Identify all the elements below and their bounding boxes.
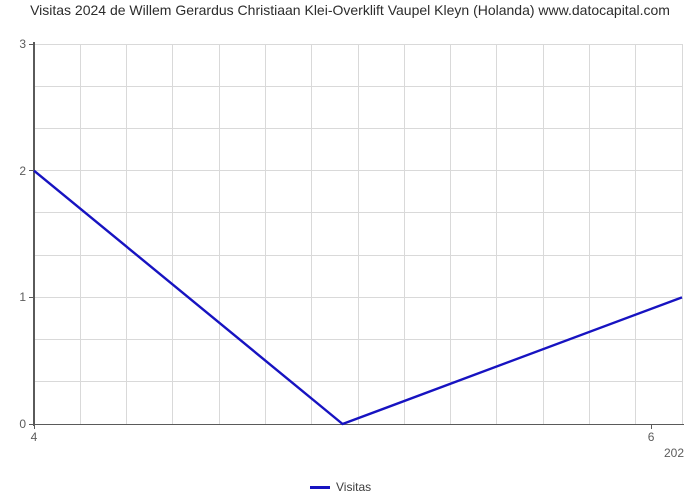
x-tick-label: 6 [648, 430, 655, 444]
legend: Visitas [310, 480, 371, 494]
legend-label: Visitas [336, 480, 371, 494]
chart-title: Visitas 2024 de Willem Gerardus Christia… [0, 2, 700, 20]
chart-root: Visitas 2024 de Willem Gerardus Christia… [0, 0, 700, 500]
y-tick-label: 3 [19, 37, 26, 51]
plot-area [34, 44, 682, 424]
x-secondary-label: 202 [664, 446, 684, 460]
x-tick-mark [34, 424, 35, 429]
line-layer [34, 44, 682, 424]
y-tick-label: 2 [19, 164, 26, 178]
x-tick-mark [651, 424, 652, 429]
legend-swatch [310, 486, 330, 489]
x-tick-label: 4 [31, 430, 38, 444]
y-tick-label: 1 [19, 290, 26, 304]
y-tick-label: 0 [19, 417, 26, 431]
series-line [34, 171, 682, 424]
